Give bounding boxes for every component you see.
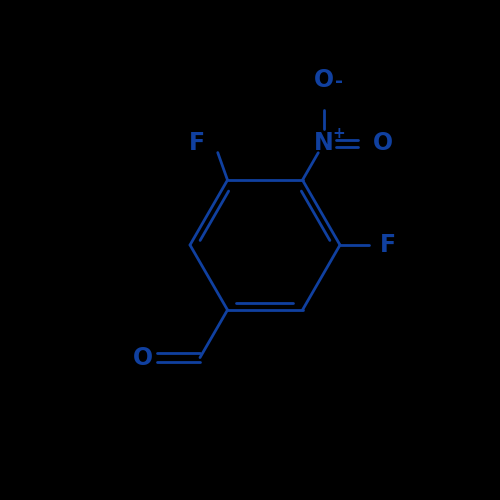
Text: F: F	[380, 233, 396, 257]
Text: O: O	[314, 68, 334, 92]
Text: N: N	[314, 131, 334, 155]
Text: O: O	[373, 131, 393, 155]
Text: +: +	[332, 126, 345, 140]
Text: O: O	[134, 346, 154, 370]
Text: -: -	[335, 72, 343, 91]
Text: F: F	[188, 130, 205, 154]
